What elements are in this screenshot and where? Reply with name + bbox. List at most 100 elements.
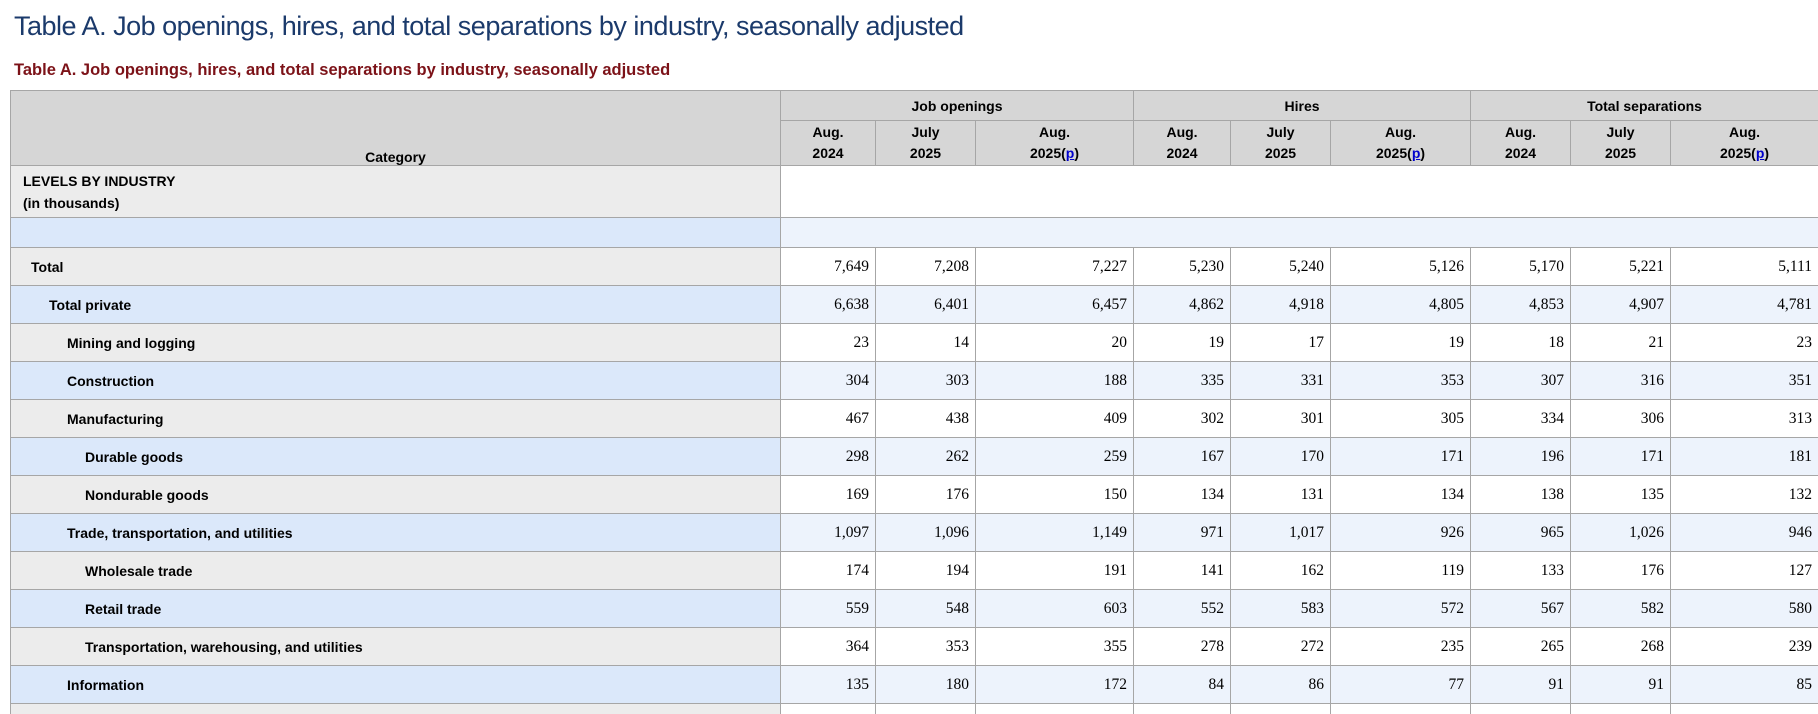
value-cell: 235 bbox=[1330, 627, 1472, 666]
table-row: Construction 304 303 188 335 331 353 307 316 351 bbox=[10, 361, 1818, 400]
merged-cell bbox=[779, 165, 1818, 218]
spacer-row bbox=[10, 217, 1818, 248]
value-cell: 141 bbox=[1133, 551, 1232, 590]
value-cell: 119 bbox=[1330, 551, 1472, 590]
period-month: Aug. bbox=[1166, 124, 1198, 140]
value-cell: 4,853 bbox=[1470, 285, 1572, 324]
value-cell: 181 bbox=[1670, 437, 1818, 476]
value-cell: 169 bbox=[780, 475, 876, 514]
value-cell: 316 bbox=[1570, 361, 1672, 400]
value-cell: 355 bbox=[974, 627, 1135, 666]
category-cell: Construction bbox=[10, 361, 781, 400]
preliminary-footnote-link[interactable]: p bbox=[1065, 145, 1075, 161]
section-line-2: (in thousands) bbox=[23, 194, 120, 211]
value-cell: 6,457 bbox=[974, 285, 1135, 324]
value-cell: 353 bbox=[1330, 361, 1472, 400]
value-cell: 1,026 bbox=[1570, 513, 1672, 552]
value-cell: 91 bbox=[1570, 665, 1672, 704]
preliminary-footnote-link[interactable]: p bbox=[1411, 145, 1421, 161]
value-cell: 313 bbox=[1670, 399, 1818, 438]
merged-cell bbox=[779, 217, 1818, 248]
value-cell: 194 bbox=[875, 551, 976, 590]
value-cell: 4,918 bbox=[1230, 285, 1332, 324]
value-cell: 239 bbox=[1670, 627, 1818, 666]
table-row: Nondurable goods 169 176 150 134 131 134 138 135… bbox=[10, 475, 1818, 514]
value-cell: 171 bbox=[1330, 437, 1472, 476]
value-cell: 926 bbox=[1330, 513, 1472, 552]
value-cell: 19 bbox=[1133, 323, 1232, 362]
partial-row bbox=[10, 703, 1818, 714]
value-cell: 176 bbox=[875, 475, 976, 514]
value-cell bbox=[875, 703, 976, 714]
value-cell: 176 bbox=[1570, 551, 1672, 590]
value-cell: 580 bbox=[1670, 589, 1818, 628]
value-cell: 167 bbox=[1133, 437, 1232, 476]
value-cell: 272 bbox=[1230, 627, 1332, 666]
period-month: July bbox=[1266, 124, 1295, 140]
value-cell: 559 bbox=[780, 589, 876, 628]
section-line-1: LEVELS BY INDUSTRY bbox=[23, 172, 176, 189]
value-cell: 946 bbox=[1670, 513, 1818, 552]
value-cell: 172 bbox=[974, 665, 1135, 704]
value-cell: 4,862 bbox=[1133, 285, 1232, 324]
value-cell: 467 bbox=[780, 399, 876, 438]
value-cell: 91 bbox=[1470, 665, 1572, 704]
value-cell: 351 bbox=[1670, 361, 1818, 400]
period-header-row: Aug. 2024 July 2025 Aug. 2025(p) Aug. 2024 July 2… bbox=[11, 120, 1818, 166]
value-cell: 302 bbox=[1133, 399, 1232, 438]
value-cell: 6,401 bbox=[875, 285, 976, 324]
period-header: July 2025 bbox=[875, 120, 976, 166]
period-year: 2024 bbox=[1504, 145, 1537, 161]
value-cell: 5,170 bbox=[1470, 247, 1572, 286]
preliminary-footnote-link[interactable]: p bbox=[1755, 145, 1765, 161]
value-cell: 552 bbox=[1133, 589, 1232, 628]
value-cell: 1,149 bbox=[974, 513, 1135, 552]
group-header-total-separations: Total separations bbox=[1470, 90, 1818, 121]
value-cell: 5,221 bbox=[1570, 247, 1672, 286]
period-month: Aug. bbox=[1038, 124, 1071, 140]
period-month: Aug. bbox=[812, 124, 844, 140]
table-row: Total private 6,638 6,401 6,457 4,862 4,918 4,… bbox=[10, 285, 1818, 324]
value-cell: 174 bbox=[780, 551, 876, 590]
period-month: Aug. bbox=[1504, 124, 1537, 140]
period-month: Aug. bbox=[1728, 124, 1761, 140]
value-cell: 301 bbox=[1230, 399, 1332, 438]
value-cell: 7,208 bbox=[875, 247, 976, 286]
period-header: Aug. 2024 bbox=[780, 120, 876, 166]
period-year: 2024 bbox=[812, 145, 844, 161]
table-row: Retail trade 559 548 603 552 583 572 567 582 580 bbox=[10, 589, 1818, 628]
table-row: Wholesale trade 174 194 191 141 162 119 133 176 1… bbox=[10, 551, 1818, 590]
table-row: Trade, transportation, and utilities 1,09… bbox=[10, 513, 1818, 552]
value-cell: 180 bbox=[875, 665, 976, 704]
value-cell: 582 bbox=[1570, 589, 1672, 628]
value-cell: 14 bbox=[875, 323, 976, 362]
category-cell bbox=[10, 703, 781, 714]
value-cell: 603 bbox=[974, 589, 1135, 628]
value-cell: 127 bbox=[1670, 551, 1818, 590]
group-header-hires: Hires bbox=[1133, 90, 1472, 121]
value-cell: 331 bbox=[1230, 361, 1332, 400]
value-cell: 304 bbox=[780, 361, 876, 400]
value-cell: 305 bbox=[1330, 399, 1472, 438]
category-cell: Wholesale trade bbox=[10, 551, 781, 590]
value-cell: 583 bbox=[1230, 589, 1332, 628]
value-cell: 1,097 bbox=[780, 513, 876, 552]
value-cell bbox=[780, 703, 876, 714]
period-year: 2025(p) bbox=[1029, 145, 1080, 161]
category-cell: Retail trade bbox=[10, 589, 781, 628]
value-cell: 303 bbox=[875, 361, 976, 400]
table-header: Category Job openings Hires Total separatio… bbox=[10, 90, 1818, 166]
category-cell: Manufacturing bbox=[10, 399, 781, 438]
value-cell bbox=[1133, 703, 1232, 714]
category-column-header: Category bbox=[10, 90, 781, 166]
value-cell: 150 bbox=[974, 475, 1135, 514]
value-cell: 131 bbox=[1230, 475, 1332, 514]
period-header: July 2025 bbox=[1570, 120, 1672, 166]
value-cell: 7,649 bbox=[780, 247, 876, 286]
value-cell: 438 bbox=[875, 399, 976, 438]
value-cell: 17 bbox=[1230, 323, 1332, 362]
value-cell: 335 bbox=[1133, 361, 1232, 400]
value-cell: 298 bbox=[780, 437, 876, 476]
category-cell: Total bbox=[10, 247, 781, 286]
value-cell: 572 bbox=[1330, 589, 1472, 628]
